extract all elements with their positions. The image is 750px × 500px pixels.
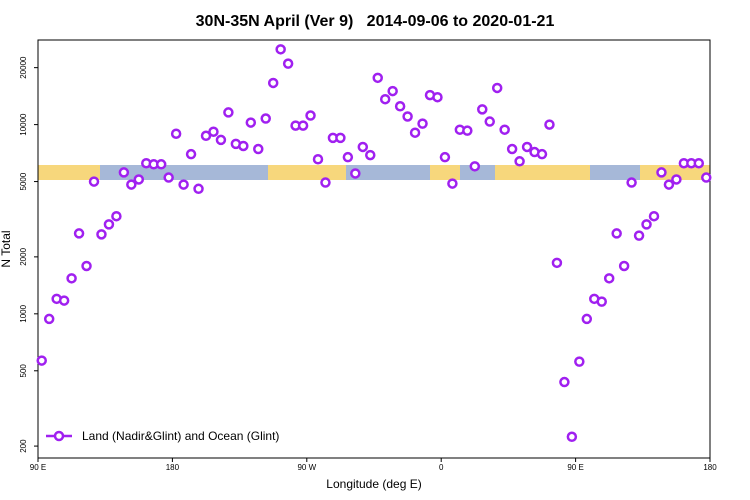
point [155, 159, 167, 170]
point [611, 228, 622, 239]
point [282, 58, 294, 69]
point [394, 101, 406, 112]
point [103, 219, 115, 230]
y-tick-label: 1000 [19, 304, 28, 322]
point [671, 174, 682, 185]
point [693, 157, 705, 169]
point [581, 313, 593, 325]
point [469, 161, 481, 172]
y-tick-label: 5000 [19, 172, 28, 190]
point [491, 82, 503, 94]
point [312, 154, 324, 165]
point [342, 151, 354, 163]
point [320, 177, 331, 188]
point [36, 355, 47, 366]
point [574, 356, 585, 367]
point [484, 116, 495, 127]
chart-title: 30N-35N April (Ver 9) 2014-09-06 to 2020… [196, 13, 555, 30]
y-tick-label: 2000 [19, 247, 28, 265]
point [365, 149, 376, 161]
point [439, 151, 451, 163]
point [260, 113, 271, 124]
point [118, 167, 130, 178]
point [432, 91, 443, 103]
point [96, 229, 107, 240]
point [506, 143, 518, 155]
x-tick-label: 180 [703, 463, 717, 472]
point [477, 104, 488, 115]
y-tick-label: 20000 [19, 56, 28, 79]
point [402, 111, 413, 122]
point [73, 228, 85, 239]
y-tick-label: 10000 [19, 113, 28, 136]
point [43, 313, 55, 325]
point [559, 376, 570, 388]
point [81, 260, 92, 272]
surface-band [38, 165, 710, 180]
point [409, 127, 421, 138]
point [663, 179, 675, 190]
point [514, 156, 525, 167]
point [267, 77, 279, 89]
x-axis-label: Longitude (deg E) [326, 477, 421, 491]
point [215, 134, 227, 146]
point [536, 148, 548, 160]
y-axis-label: N Total [0, 230, 13, 267]
x-tick-label: 180 [166, 463, 180, 472]
point [88, 176, 100, 187]
point [633, 230, 645, 241]
point [170, 128, 182, 139]
point [133, 174, 145, 185]
point [350, 168, 361, 179]
point [178, 179, 189, 190]
point [648, 210, 660, 222]
legend-label: Land (Nadir&Glint) and Ocean (Glint) [82, 429, 279, 443]
point [200, 130, 212, 142]
y-tick-label: 500 [19, 364, 28, 378]
point [656, 167, 667, 178]
point [297, 120, 309, 131]
point [66, 273, 77, 284]
point [208, 126, 219, 137]
point [596, 296, 607, 307]
plot-frame [37, 39, 711, 459]
point [275, 44, 286, 55]
y-tick-label: 200 [19, 439, 28, 453]
point [379, 93, 391, 105]
x-tick-label: 90 W [297, 463, 316, 472]
point [111, 210, 122, 222]
x-tick-label: 0 [439, 463, 444, 472]
point [447, 178, 458, 189]
x-tick-label: 90 E [30, 463, 46, 472]
point [126, 179, 137, 190]
point [193, 183, 204, 195]
point [387, 85, 398, 97]
point [335, 132, 346, 144]
point [417, 118, 428, 129]
point [566, 431, 578, 443]
point [253, 143, 264, 155]
point [372, 72, 383, 84]
point [618, 260, 630, 272]
point [499, 124, 510, 135]
point [521, 141, 533, 153]
point [701, 172, 712, 183]
x-tick-label: 90 E [567, 463, 583, 472]
point [551, 257, 563, 269]
point [626, 177, 637, 188]
point [544, 119, 555, 130]
point [462, 125, 473, 136]
point [185, 148, 197, 160]
point [163, 172, 174, 183]
point [641, 219, 652, 230]
point [357, 141, 369, 153]
point [58, 295, 70, 306]
point [245, 117, 257, 128]
point [238, 140, 249, 152]
point [603, 273, 615, 284]
point [223, 107, 234, 118]
legend-marker [53, 430, 65, 442]
point [305, 110, 316, 121]
